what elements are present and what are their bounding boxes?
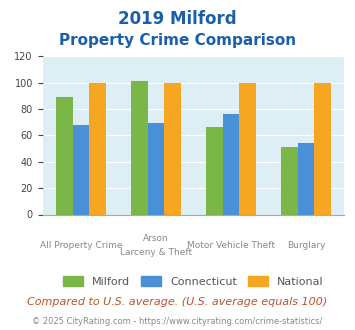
Text: Burglary: Burglary <box>286 241 325 250</box>
Text: Compared to U.S. average. (U.S. average equals 100): Compared to U.S. average. (U.S. average … <box>27 297 328 307</box>
Bar <box>239 82 256 214</box>
Bar <box>206 127 223 214</box>
Bar <box>164 82 181 214</box>
Legend: Milford, Connecticut, National: Milford, Connecticut, National <box>59 272 328 291</box>
Bar <box>89 82 106 214</box>
Text: Larceny & Theft: Larceny & Theft <box>120 248 192 257</box>
Bar <box>148 123 164 214</box>
Text: Arson: Arson <box>143 234 169 243</box>
Bar <box>223 114 239 214</box>
Text: Motor Vehicle Theft: Motor Vehicle Theft <box>187 241 275 250</box>
Bar <box>56 97 73 214</box>
Bar <box>131 81 148 214</box>
Text: © 2025 CityRating.com - https://www.cityrating.com/crime-statistics/: © 2025 CityRating.com - https://www.city… <box>32 317 323 326</box>
Bar <box>314 82 331 214</box>
Text: 2019 Milford: 2019 Milford <box>118 10 237 28</box>
Text: All Property Crime: All Property Crime <box>40 241 122 250</box>
Text: Property Crime Comparison: Property Crime Comparison <box>59 33 296 48</box>
Bar <box>73 125 89 214</box>
Bar <box>297 143 314 214</box>
Bar <box>281 147 297 214</box>
